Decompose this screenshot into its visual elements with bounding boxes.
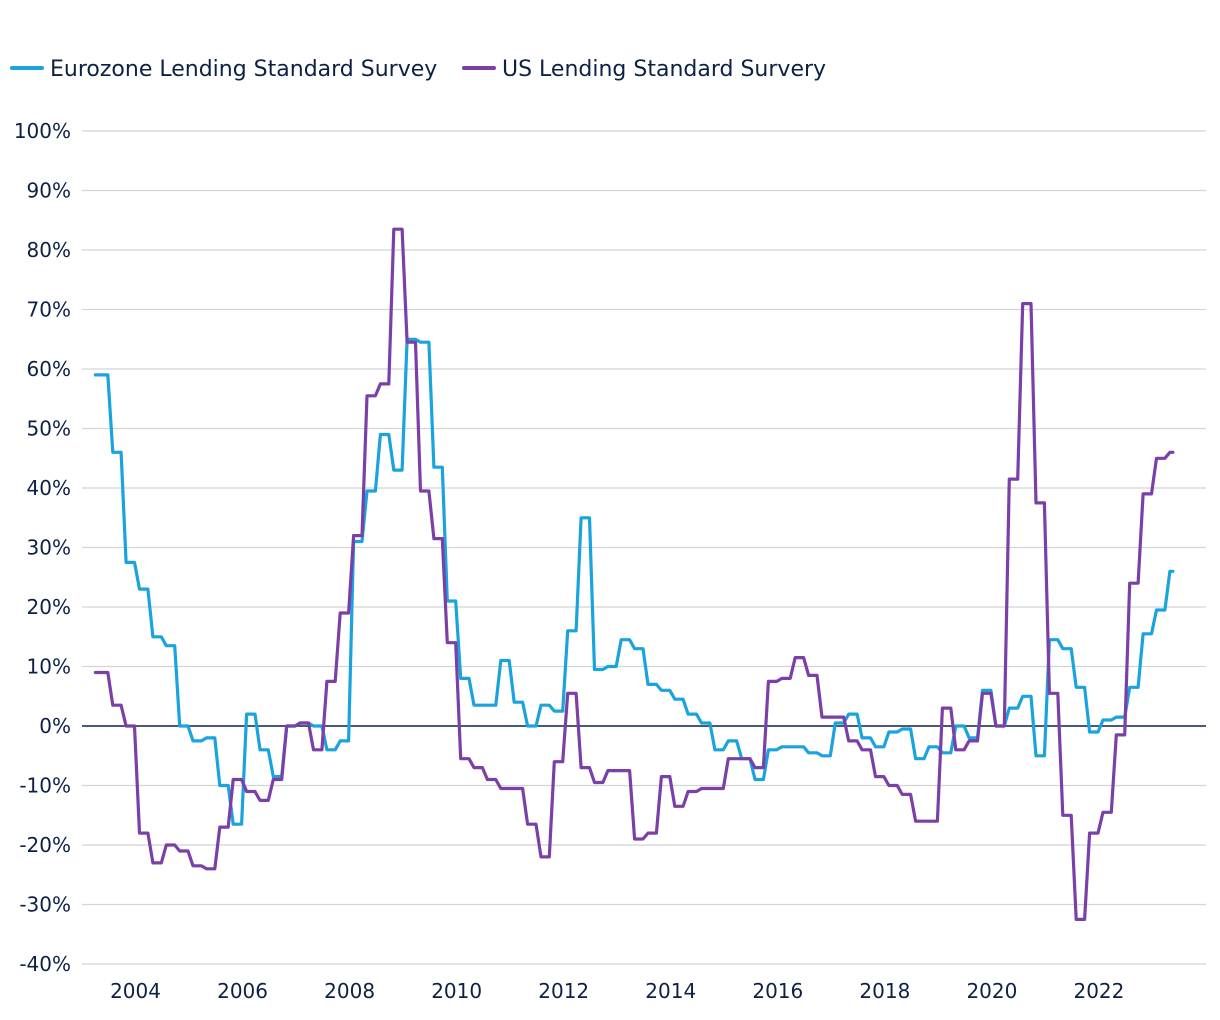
x-tick-label: 2004 — [110, 979, 161, 1003]
y-tick-label: 50% — [27, 417, 71, 441]
series-lines — [93, 227, 1175, 921]
y-tick-label: 90% — [27, 179, 71, 203]
y-tick-label: -10% — [19, 774, 71, 798]
y-tick-label: 40% — [27, 476, 71, 500]
x-tick-label: 2012 — [538, 979, 589, 1003]
x-tick-label: 2022 — [1073, 979, 1124, 1003]
y-tick-label: 60% — [27, 357, 71, 381]
x-tick-label: 2014 — [645, 979, 696, 1003]
x-tick-label: 2016 — [752, 979, 803, 1003]
y-axis-tick-labels: 100% 90% 80% 70% 60% 50% 40% 30% 20% 10% 0% -10% -20… — [14, 119, 71, 976]
y-tick-label: 20% — [27, 595, 71, 619]
x-tick-label: 2010 — [431, 979, 482, 1003]
x-tick-label: 2006 — [217, 979, 268, 1003]
x-tick-label: 2018 — [859, 979, 910, 1003]
legend-label-eurozone: Eurozone Lending Standard Survey — [50, 57, 437, 82]
series-line-us — [93, 227, 1175, 921]
y-tick-label: 0% — [39, 714, 71, 738]
x-tick-label: 2008 — [324, 979, 375, 1003]
y-tick-label: 100% — [14, 119, 71, 143]
legend-label-us: US Lending Standard Survery — [502, 57, 826, 82]
y-tick-label: 70% — [27, 298, 71, 322]
y-tick-label: 80% — [27, 238, 71, 262]
x-tick-label: 2020 — [966, 979, 1017, 1003]
gridlines — [82, 130, 1206, 965]
y-tick-label: -40% — [19, 952, 71, 976]
y-tick-label: 10% — [27, 655, 71, 679]
legend: Eurozone Lending Standard Survey US Lend… — [10, 57, 826, 82]
series-line-eurozone — [93, 337, 1175, 826]
y-tick-label: -30% — [19, 893, 71, 917]
x-axis-tick-labels: 2004 2006 2008 2010 2012 2014 2016 2018 2020 2022 — [110, 979, 1124, 1003]
y-tick-label: 30% — [27, 536, 71, 560]
y-tick-label: -20% — [19, 833, 71, 857]
